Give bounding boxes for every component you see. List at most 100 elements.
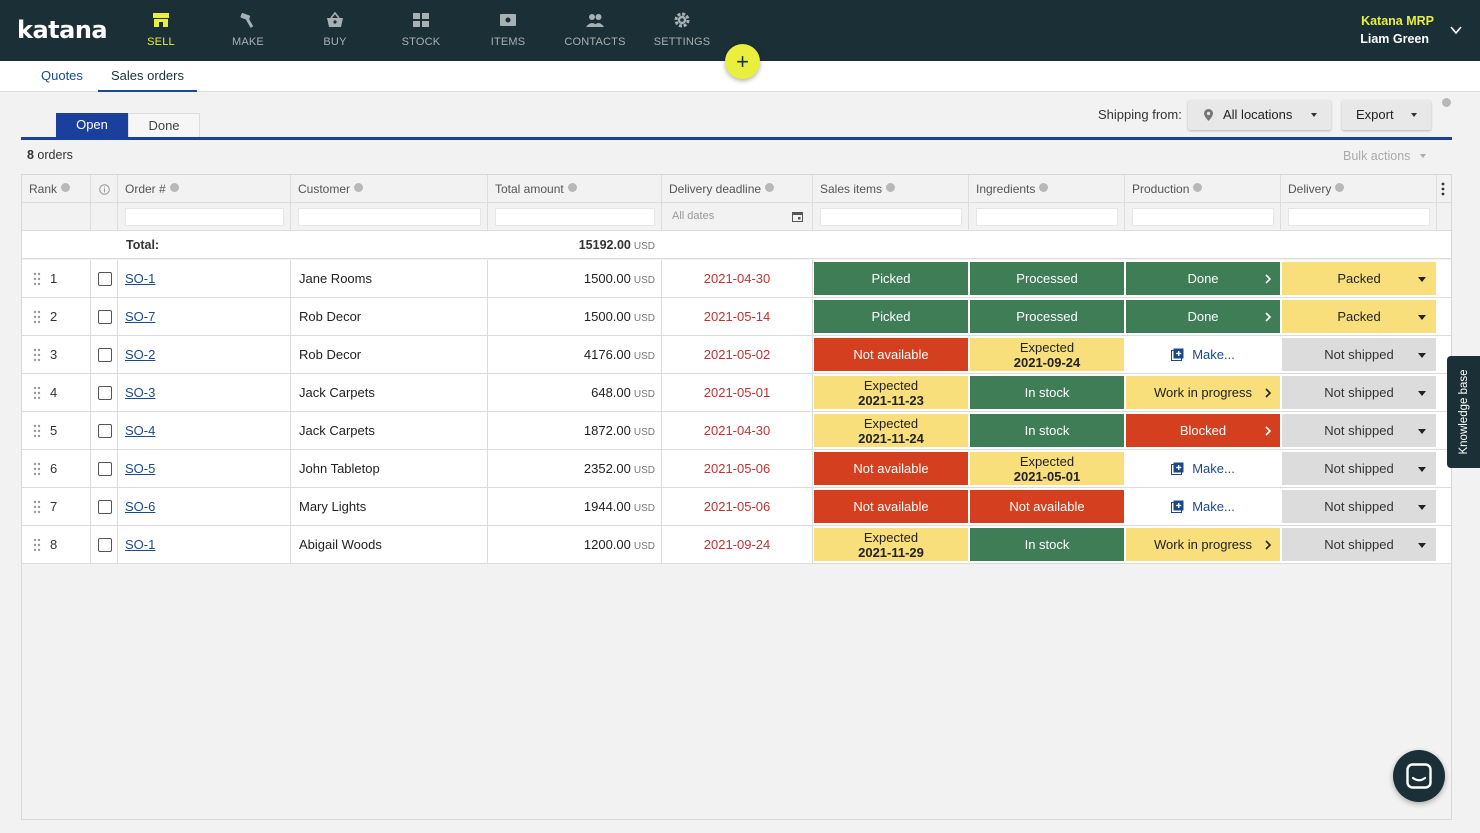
location-dropdown[interactable]: All locations [1188,100,1331,130]
column-production[interactable]: Production [1125,175,1281,202]
table-row[interactable]: 7 SO-6 Mary Lights 1944.00 USD 2021-05-06 Not … [22,488,1451,526]
filter-done-toggle[interactable]: Done [128,113,200,137]
nav-contacts[interactable]: CONTACTS [552,0,638,61]
column-delivery[interactable]: Delivery [1281,175,1437,202]
production-status[interactable]: Done [1126,262,1280,295]
production-filter-input[interactable] [1132,208,1274,226]
chat-launcher-button[interactable] [1393,750,1445,802]
drag-handle-icon[interactable] [32,424,42,438]
drag-handle-icon[interactable] [32,500,42,514]
drag-handle-icon[interactable] [32,462,42,476]
column-menu-icon[interactable] [1440,182,1446,196]
column-deadline[interactable]: Delivery deadline [662,175,813,202]
table-row[interactable]: 5 SO-4 Jack Carpets 1872.00 USD 2021-04-30 Exp… [22,412,1451,450]
sales-items-status[interactable]: Not available [814,338,968,371]
ingredients-status[interactable]: Processed [970,262,1124,295]
knowledge-base-tab[interactable]: Knowledge base [1447,356,1480,468]
ingredients-filter-input[interactable] [976,208,1118,226]
quick-add-button[interactable]: + [725,44,760,79]
row-checkbox[interactable] [98,537,112,552]
column-rank[interactable]: Rank [22,175,91,202]
customer-filter-input[interactable] [298,208,481,226]
nav-buy[interactable]: BUY [292,0,378,61]
delivery-status[interactable]: Not shipped [1282,490,1436,523]
production-status[interactable]: Make... [1126,452,1280,485]
total-filter-input[interactable] [495,208,655,226]
production-status[interactable]: Work in progress [1126,376,1280,409]
delivery-status[interactable]: Packed [1282,300,1436,333]
column-ingredients[interactable]: Ingredients [969,175,1125,202]
delivery-status[interactable]: Not shipped [1282,414,1436,447]
delivery-status[interactable]: Not shipped [1282,528,1436,561]
order-link[interactable]: SO-7 [125,309,156,324]
tab-sales-orders[interactable]: Sales orders [98,61,197,92]
column-order[interactable]: Order # [118,175,291,202]
bulk-actions-dropdown[interactable]: Bulk actions [1343,149,1427,163]
order-link[interactable]: SO-1 [125,537,156,552]
row-checkbox[interactable] [98,461,112,476]
delivery-status[interactable]: Not shipped [1282,376,1436,409]
sales-items-status[interactable]: Expected 2021-11-29 [814,528,968,561]
drag-handle-icon[interactable] [32,386,42,400]
order-link[interactable]: SO-5 [125,461,156,476]
column-customer[interactable]: Customer [291,175,488,202]
sales-items-status[interactable]: Picked [814,262,968,295]
production-status[interactable]: Work in progress [1126,528,1280,561]
chevron-down-icon[interactable] [1450,24,1462,36]
export-button[interactable]: Export [1342,100,1431,130]
user-name[interactable]: Liam Green [1360,32,1429,46]
sales-items-status[interactable]: Not available [814,490,968,523]
order-link[interactable]: SO-1 [125,271,156,286]
ingredients-status[interactable]: Not available [970,490,1124,523]
info-icon[interactable] [1442,98,1451,107]
ingredients-status[interactable]: In stock [970,414,1124,447]
production-status[interactable]: Make... [1126,490,1280,523]
sales-items-status[interactable]: Not available [814,452,968,485]
row-checkbox[interactable] [98,499,112,514]
row-checkbox[interactable] [98,309,112,324]
drag-handle-icon[interactable] [32,538,42,552]
table-row[interactable]: 6 SO-5 John Tabletop 2352.00 USD 2021-05-06 No… [22,450,1451,488]
ingredients-status[interactable]: In stock [970,376,1124,409]
order-link[interactable]: SO-6 [125,499,156,514]
tab-quotes[interactable]: Quotes [41,68,83,83]
sales-filter-input[interactable] [820,208,962,226]
drag-handle-icon[interactable] [32,272,42,286]
delivery-status[interactable]: Not shipped [1282,338,1436,371]
drag-handle-icon[interactable] [32,348,42,362]
order-filter-input[interactable] [125,208,284,226]
katana-logo[interactable]: katana [17,16,108,44]
filter-open-toggle[interactable]: Open [56,113,128,137]
order-link[interactable]: SO-2 [125,347,156,362]
ingredients-status[interactable]: Processed [970,300,1124,333]
table-row[interactable]: 3 SO-2 Rob Decor 4176.00 USD 2021-05-02 Not av… [22,336,1451,374]
order-link[interactable]: SO-3 [125,385,156,400]
production-status[interactable]: Done [1126,300,1280,333]
deadline-filter-input[interactable]: All dates [669,208,806,226]
ingredients-status[interactable]: Expected 2021-05-01 [970,452,1124,485]
nav-stock[interactable]: STOCK [378,0,464,61]
order-link[interactable]: SO-4 [125,423,156,438]
sales-items-status[interactable]: Expected 2021-11-23 [814,376,968,409]
ingredients-status[interactable]: Expected 2021-09-24 [970,338,1124,371]
delivery-status[interactable]: Packed [1282,262,1436,295]
production-status[interactable]: Blocked [1126,414,1280,447]
delivery-filter-input[interactable] [1288,208,1430,226]
delivery-status[interactable]: Not shipped [1282,452,1436,485]
nav-items[interactable]: ITEMS [465,0,551,61]
table-row[interactable]: 8 SO-1 Abigail Woods 1200.00 USD 2021-09-24 Ex… [22,526,1451,564]
nav-sell[interactable]: SELL [118,0,204,61]
drag-handle-icon[interactable] [32,310,42,324]
ingredients-status[interactable]: In stock [970,528,1124,561]
row-checkbox[interactable] [98,423,112,438]
sales-items-status[interactable]: Picked [814,300,968,333]
table-row[interactable]: 4 SO-3 Jack Carpets 648.00 USD 2021-05-01 Expe… [22,374,1451,412]
nav-make[interactable]: MAKE [205,0,291,61]
nav-settings[interactable]: SETTINGS [639,0,725,61]
column-sales-items[interactable]: Sales items [813,175,969,202]
row-checkbox[interactable] [98,271,112,286]
company-name[interactable]: Katana MRP [1361,14,1434,28]
table-row[interactable]: 2 SO-7 Rob Decor 1500.00 USD 2021-05-14 Picked… [22,298,1451,336]
table-row[interactable]: 1 SO-1 Jane Rooms 1500.00 USD 2021-04-30 Picke… [22,260,1451,298]
calendar-icon[interactable] [792,211,803,222]
